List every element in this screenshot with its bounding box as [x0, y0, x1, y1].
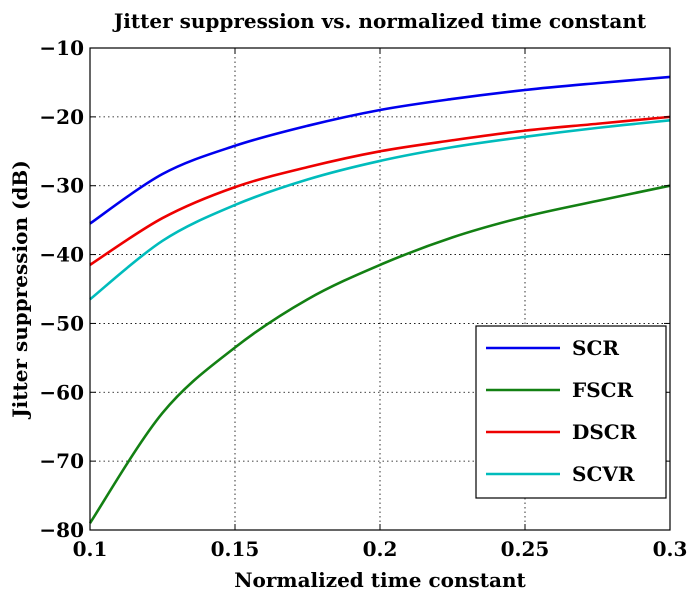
legend-label-scr: SCR: [572, 336, 619, 360]
y-tick-label: −40: [39, 243, 84, 267]
x-tick-label: 0.3: [653, 537, 688, 561]
x-tick-label: 0.25: [501, 537, 550, 561]
y-tick-label: −30: [39, 174, 84, 198]
series-line-dscr: [89, 115, 671, 266]
y-tick-label: −70: [39, 449, 84, 473]
y-axis-label: Jitter suppression (dB): [8, 160, 32, 420]
x-tick-label: 0.15: [211, 537, 260, 561]
y-tick-label: −10: [39, 36, 84, 60]
x-tick-label: 0.2: [363, 537, 398, 561]
series-layer: [88, 75, 671, 524]
legend-box: [475, 325, 667, 499]
legend-label-fscr: FSCR: [572, 378, 634, 402]
series-line-scr: [89, 75, 671, 225]
series-line-scvr: [89, 119, 671, 301]
y-tick-label: −50: [39, 311, 84, 335]
legend-label-dscr: DSCR: [572, 420, 637, 444]
x-axis-label: Normalized time constant: [234, 568, 526, 592]
axis-ticks: 0.1 0.15 0.2 0.25 0.3 −80 −70 −60 −50 −40 −30 −20 −1…: [39, 36, 687, 561]
x-tick-label: 0.1: [73, 537, 108, 561]
y-tick-label: −80: [39, 518, 84, 542]
series-line-fscr: [88, 184, 671, 524]
chart-title: Jitter suppression vs. normalized time c…: [112, 9, 647, 33]
legend: SCR FSCR DSCR SCVR: [475, 325, 667, 499]
y-tick-label: −60: [39, 380, 84, 404]
y-tick-label: −20: [39, 105, 84, 129]
legend-label-scvr: SCVR: [572, 462, 635, 486]
